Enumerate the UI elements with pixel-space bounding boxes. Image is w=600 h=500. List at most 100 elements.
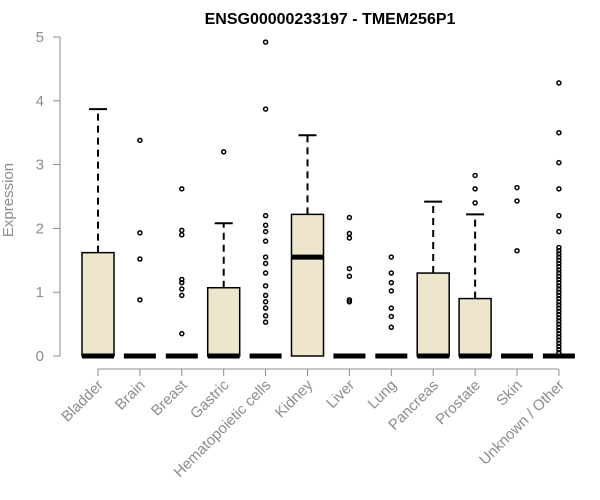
outlier-point — [262, 238, 269, 244]
box-group — [416, 200, 450, 359]
box-rect — [458, 297, 492, 357]
y-tick-label: 5 — [36, 29, 44, 46]
box-group — [123, 137, 156, 359]
outlier-point — [262, 299, 269, 305]
outlier-point — [137, 137, 143, 144]
outlier-point — [556, 159, 562, 166]
outlier-point — [179, 279, 185, 286]
outlier-point — [472, 200, 478, 206]
box-group — [81, 108, 115, 359]
outlier-point — [262, 319, 269, 325]
outlier-point — [556, 311, 562, 318]
box-group — [290, 134, 325, 357]
outlier-point — [556, 276, 562, 283]
outlier-point — [556, 267, 562, 273]
outlier-point — [556, 270, 562, 276]
outlier-point — [556, 257, 562, 264]
box-rect — [416, 272, 450, 357]
x-tick-label: Kidney — [272, 376, 317, 421]
outlier-point — [514, 198, 520, 204]
outlier-point — [137, 297, 143, 303]
outlier-point — [556, 251, 562, 257]
outlier-point — [179, 286, 185, 292]
outlier-point — [556, 318, 562, 324]
box-group — [249, 39, 282, 359]
box-group — [375, 254, 408, 359]
outlier-point — [556, 314, 562, 321]
outlier-point — [556, 330, 562, 337]
y-tick-label: 0 — [36, 348, 44, 365]
x-tick-label: Lung — [365, 377, 401, 413]
outlier-point — [179, 292, 185, 299]
outlier-point — [262, 39, 269, 45]
outlier-point — [179, 276, 185, 283]
x-tick-label: Brain — [112, 377, 149, 414]
outlier-point — [556, 327, 562, 334]
x-tick-label: Breast — [148, 376, 191, 419]
outlier-point — [388, 279, 395, 286]
x-tick-label: Liver — [323, 377, 358, 412]
box-group — [458, 172, 492, 359]
outlier-point — [556, 129, 562, 136]
box-group — [501, 184, 533, 359]
outlier-point — [556, 80, 562, 86]
outlier-point — [137, 230, 143, 236]
outlier-point — [472, 186, 478, 192]
outlier-point — [556, 302, 562, 308]
outlier-point — [388, 305, 395, 311]
outlier-point — [556, 212, 562, 219]
outlier-point — [514, 184, 520, 191]
y-tick-label: 1 — [36, 284, 44, 301]
plot-area — [81, 39, 575, 359]
outlier-point — [179, 330, 185, 337]
outlier-point — [556, 350, 562, 356]
outlier-point — [556, 186, 562, 192]
outlier-point — [262, 212, 269, 219]
box-group — [333, 214, 366, 359]
outlier-point — [346, 235, 353, 241]
outlier-point — [556, 295, 562, 302]
outlier-point — [220, 149, 227, 155]
outlier-point — [556, 324, 562, 331]
outlier-point — [262, 222, 269, 228]
box-group — [165, 186, 198, 359]
y-tick-label: 2 — [36, 220, 44, 237]
outlier-point — [179, 186, 185, 192]
x-tick-label: Bladder — [58, 377, 107, 426]
box-group — [542, 80, 575, 359]
outlier-point — [262, 260, 269, 267]
outlier-point — [556, 263, 562, 270]
outlier-point — [388, 270, 395, 276]
outlier-point — [346, 230, 353, 237]
outlier-point — [388, 324, 395, 331]
outlier-point — [556, 244, 562, 251]
y-tick-label: 4 — [36, 93, 44, 110]
outlier-point — [388, 254, 395, 260]
outlier-point — [556, 260, 562, 267]
outlier-point — [179, 232, 185, 238]
box-rect — [81, 251, 115, 357]
outlier-point — [556, 254, 562, 260]
outlier-point — [262, 228, 269, 235]
x-tick-label: Skin — [493, 377, 526, 410]
outlier-point — [556, 247, 562, 254]
outlier-point — [556, 292, 562, 299]
outlier-point — [556, 340, 562, 346]
outlier-point — [556, 273, 562, 279]
outlier-point — [556, 305, 562, 311]
chart-title: ENSG00000233197 - TMEM256P1 — [205, 11, 456, 28]
outlier-point — [388, 288, 395, 294]
x-tick-label: Prostate — [432, 377, 484, 429]
outlier-point — [346, 297, 353, 303]
outlier-point — [346, 273, 353, 279]
outlier-point — [556, 228, 562, 235]
outlier-point — [556, 334, 562, 340]
box-group — [206, 149, 241, 359]
outlier-point — [556, 286, 562, 292]
outlier-point — [556, 346, 562, 353]
outlier-point — [556, 321, 562, 327]
y-axis-label: Expression — [0, 163, 17, 237]
